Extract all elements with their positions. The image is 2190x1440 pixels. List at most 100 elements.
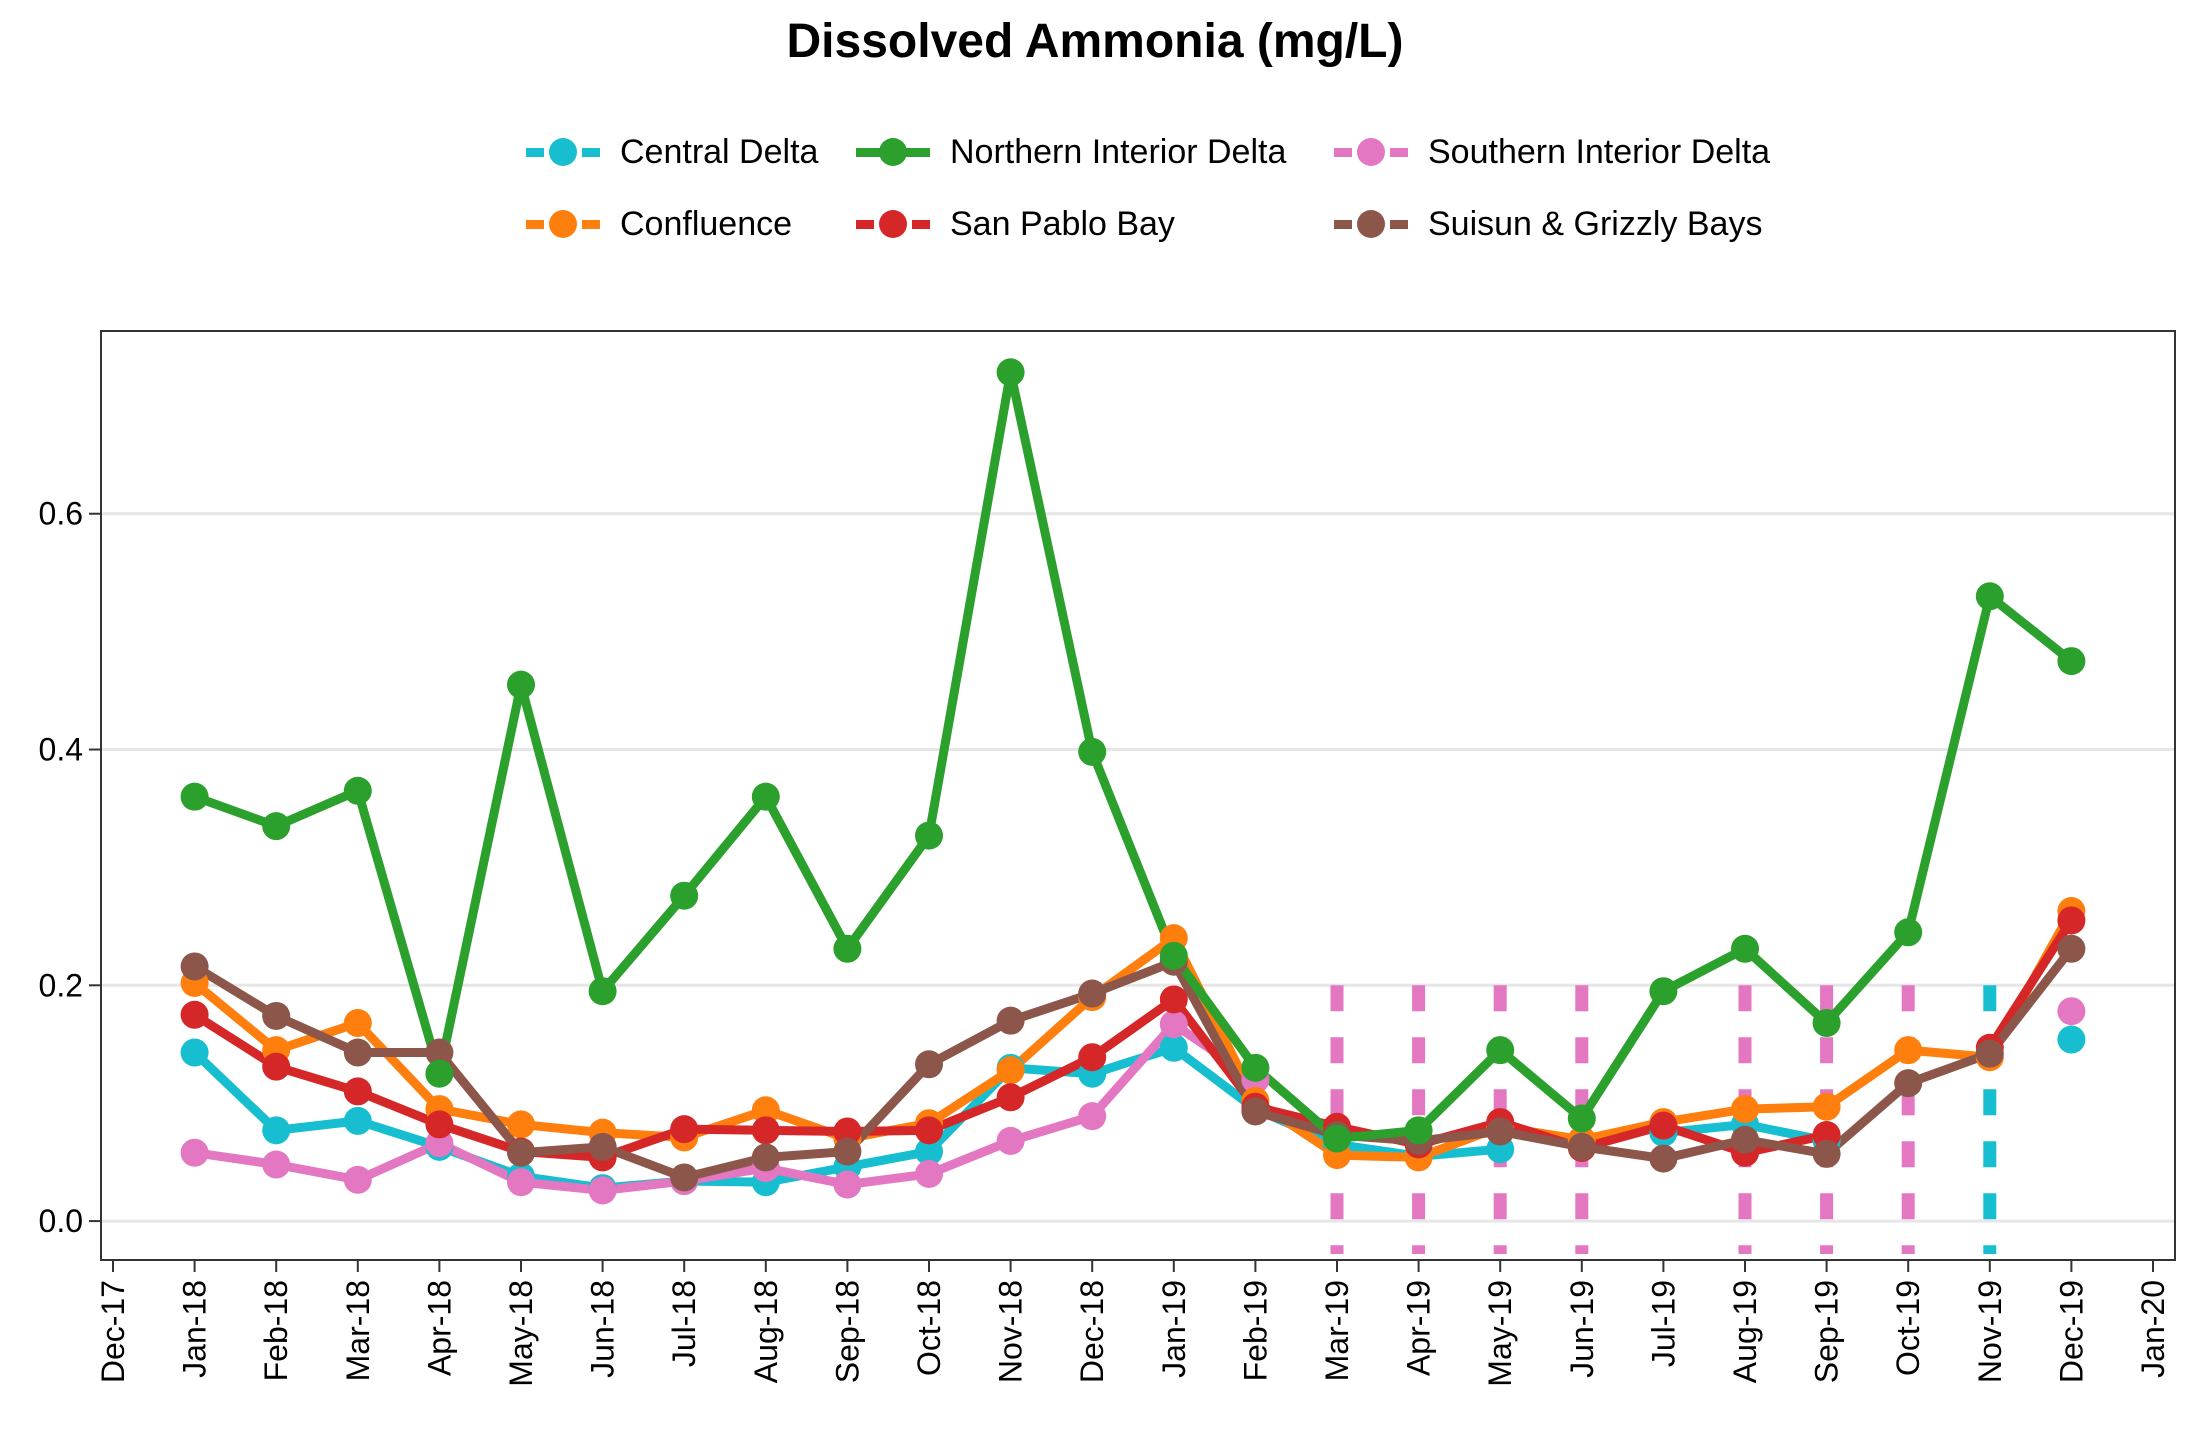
legend-key-central-delta (520, 124, 606, 180)
x-tick-label: Mar-19 (1319, 1280, 1355, 1381)
data-point-southern-interior-delta (833, 1170, 862, 1199)
data-point-san-pablo-bay (2057, 906, 2086, 935)
plot-frame (100, 330, 2176, 1261)
series-line-san-pablo-bay (1985, 915, 2076, 1053)
data-point-suisun-grizzly-bays (1078, 979, 1107, 1008)
x-tick-label: Apr-19 (1401, 1280, 1437, 1376)
x-tick-label: Sep-18 (829, 1280, 865, 1383)
data-point-suisun-grizzly-bays (1731, 1125, 1759, 1154)
x-tick-label: Jun-19 (1564, 1280, 1600, 1378)
data-point-northern-interior-delta (751, 782, 780, 811)
data-point-northern-interior-delta (1486, 1036, 1515, 1065)
x-tick-label: Dec-18 (1074, 1280, 1110, 1383)
data-point-suisun-grizzly-bays (180, 952, 209, 981)
legend-label: Southern Interior Delta (1428, 132, 1771, 171)
data-point-suisun-grizzly-bays (2057, 934, 2086, 963)
x-tick-label: Jan-18 (177, 1280, 213, 1378)
data-point-suisun-grizzly-bays (670, 1163, 699, 1192)
data-point-northern-interior-delta (1323, 1124, 1351, 1153)
x-tick-label: Jan-19 (1156, 1280, 1192, 1378)
data-point-confluence (343, 1009, 372, 1038)
y-tick-label: 0.2 (39, 967, 83, 1003)
data-point-southern-interior-delta (588, 1176, 617, 1205)
data-point-northern-interior-delta (1567, 1104, 1596, 1133)
data-point-confluence (507, 1110, 535, 1139)
series-points (180, 358, 2086, 1205)
data-point-san-pablo-bay (996, 1083, 1025, 1112)
x-tick-label: Feb-18 (258, 1280, 294, 1381)
data-point-suisun-grizzly-bays (1894, 1069, 1923, 1098)
legend-item-northern-interior-delta: Northern Interior Delta (850, 124, 1286, 180)
legend-key-southern-interior-delta (1328, 124, 1414, 180)
legend-label: Central Delta (620, 132, 819, 171)
data-point-san-pablo-bay (751, 1116, 780, 1145)
data-point-southern-interior-delta (262, 1150, 291, 1179)
x-tick-label: May-19 (1482, 1280, 1518, 1387)
x-tick-label: Jun-18 (585, 1280, 621, 1378)
data-point-southern-interior-delta (507, 1168, 535, 1197)
data-point-suisun-grizzly-bays (1241, 1097, 1270, 1126)
data-point-northern-interior-delta (1649, 977, 1678, 1006)
data-point-san-pablo-bay (833, 1117, 862, 1146)
data-point-suisun-grizzly-bays (262, 1001, 291, 1030)
data-point-northern-interior-delta (996, 358, 1025, 387)
data-point-san-pablo-bay (915, 1116, 943, 1145)
series-line-confluence (190, 906, 2076, 1162)
data-point-suisun-grizzly-bays (751, 1143, 780, 1172)
x-tick-label: Feb-19 (1237, 1280, 1273, 1381)
data-point-northern-interior-delta (1078, 737, 1107, 766)
x-tick-label: Dec-17 (95, 1280, 131, 1383)
x-tick-label: Apr-18 (421, 1280, 457, 1376)
data-point-suisun-grizzly-bays (1649, 1144, 1678, 1173)
data-point-northern-interior-delta (507, 670, 535, 699)
x-tick-label: May-18 (503, 1280, 539, 1387)
legend-key-san-pablo-bay (850, 196, 936, 252)
data-point-suisun-grizzly-bays (1567, 1132, 1596, 1161)
data-point-san-pablo-bay (425, 1110, 454, 1139)
data-point-central-delta (262, 1116, 291, 1145)
legend-label: Confluence (620, 204, 793, 243)
axes: 0.0 0.2 0.4 0.6 Dec-17 Jan-18 Feb-18 Mar-18 Apr-… (39, 496, 2171, 1387)
series-lines (190, 367, 2076, 1195)
data-point-confluence (1812, 1092, 1841, 1121)
data-point-northern-interior-delta (425, 1059, 454, 1088)
y-tick-label: 0.6 (39, 496, 83, 532)
legend: Central Delta Northern Interior Delta So… (520, 124, 1820, 274)
data-point-suisun-grizzly-bays (996, 1006, 1025, 1035)
legend-item-san-pablo-bay: San Pablo Bay (850, 196, 1175, 252)
data-point-southern-interior-delta (2057, 997, 2086, 1026)
data-point-central-delta (180, 1038, 209, 1067)
legend-item-southern-interior-delta: Southern Interior Delta (1328, 124, 1770, 180)
x-tick-label: Nov-19 (1972, 1280, 2008, 1383)
data-point-northern-interior-delta (180, 782, 209, 811)
data-point-suisun-grizzly-bays (833, 1137, 862, 1166)
legend-key-confluence (520, 196, 606, 252)
legend-label: Northern Interior Delta (950, 132, 1287, 171)
legend-label: Suisun & Grizzly Bays (1428, 204, 1763, 243)
data-point-northern-interior-delta (1894, 918, 1923, 947)
legend-item-central-delta: Central Delta (520, 124, 818, 180)
data-point-northern-interior-delta (588, 977, 617, 1006)
data-point-northern-interior-delta (2057, 647, 2086, 676)
data-point-southern-interior-delta (343, 1165, 372, 1194)
legend-key-suisun-grizzly-bays (1328, 196, 1414, 252)
data-point-central-delta (915, 1137, 943, 1166)
data-point-northern-interior-delta (343, 776, 372, 805)
data-point-suisun-grizzly-bays (425, 1038, 454, 1067)
legend-key-northern-interior-delta (850, 124, 936, 180)
x-tick-label: Jul-19 (1645, 1280, 1681, 1367)
data-point-suisun-grizzly-bays (1812, 1139, 1841, 1168)
data-point-northern-interior-delta (1731, 934, 1759, 963)
data-point-san-pablo-bay (1078, 1043, 1107, 1072)
data-point-northern-interior-delta (262, 812, 291, 841)
data-point-suisun-grizzly-bays (1486, 1117, 1515, 1146)
data-point-san-pablo-bay (1159, 985, 1188, 1014)
data-point-central-delta (1159, 1033, 1188, 1062)
series-line-southern-interior-delta (190, 1019, 1260, 1195)
data-point-suisun-grizzly-bays (588, 1132, 617, 1161)
y-tick-label: 0.0 (39, 1203, 83, 1239)
x-tick-label: Sep-19 (1809, 1280, 1845, 1383)
data-point-san-pablo-bay (262, 1052, 291, 1081)
y-tick-label: 0.4 (39, 732, 83, 768)
data-point-confluence (751, 1096, 780, 1125)
